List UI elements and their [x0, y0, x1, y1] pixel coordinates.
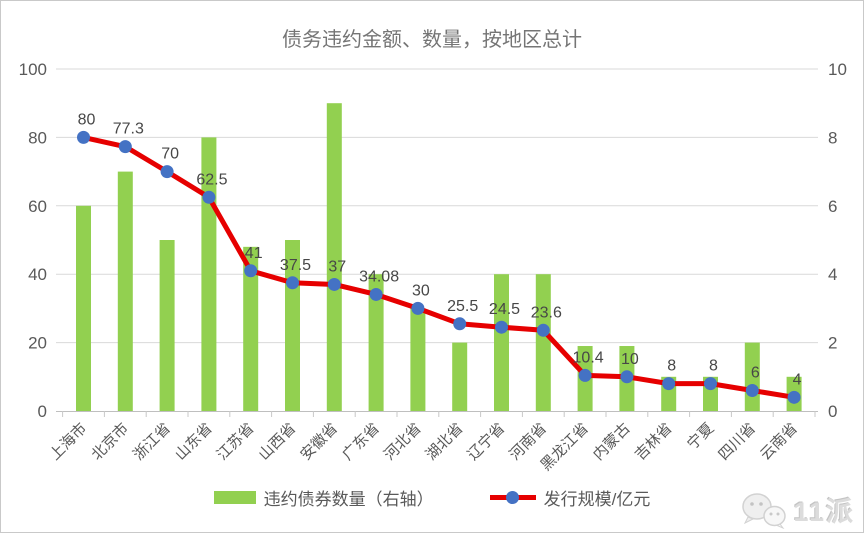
data-point-marker — [578, 368, 592, 382]
y-axis-tick-label-left: 60 — [28, 197, 47, 216]
data-point-marker — [453, 317, 467, 331]
x-axis-category-label: 安徽省 — [297, 420, 341, 464]
data-point-marker — [787, 390, 801, 404]
bar — [494, 274, 509, 411]
y-axis-tick-label-right: 2 — [828, 334, 837, 353]
bar-series-swatch-icon — [213, 491, 256, 504]
data-point-label: 25.5 — [447, 298, 478, 315]
legend-item-line-series: 发行规模/亿元 — [489, 485, 651, 510]
x-axis-category-label: 湖北省 — [423, 420, 467, 464]
bar — [76, 205, 91, 411]
data-point-label: 62.5 — [196, 171, 227, 188]
line-series-swatch-icon — [489, 491, 536, 505]
data-point-label: 30 — [412, 282, 430, 299]
data-point-marker — [495, 320, 508, 334]
x-axis-category-label: 内蒙古 — [590, 420, 634, 464]
y-axis-tick-label-left: 80 — [28, 128, 47, 147]
x-axis-category-label: 广东省 — [339, 420, 383, 464]
data-point-label: 41 — [245, 245, 263, 262]
x-axis-category-label: 山东省 — [172, 420, 216, 464]
issuance-line — [81, 134, 797, 400]
x-axis-category-label: 河北省 — [381, 420, 425, 464]
x-axis-category-label: 吉林省 — [632, 420, 676, 464]
y-axis-tick-label-right: 8 — [828, 128, 837, 147]
data-point-marker — [327, 277, 341, 291]
y-axis-tick-label-left: 100 — [19, 60, 47, 79]
chart-legend: 违约债券数量（右轴） 发行规模/亿元 — [1, 485, 863, 510]
y-axis-tick-label-right: 0 — [828, 402, 837, 421]
x-axis-category-label: 北京市 — [88, 420, 132, 464]
legend-item-bar-series: 违约债券数量（右轴） — [213, 485, 434, 510]
data-point-marker — [286, 276, 299, 290]
y-axis-tick-label-right: 10 — [828, 60, 847, 79]
data-point-marker — [202, 190, 216, 204]
chart-title: 债务违约金额、数量，按地区总计 — [282, 29, 582, 51]
data-point-label: 10.4 — [573, 349, 604, 366]
legend-label-bar-series: 违约债券数量（右轴） — [263, 490, 434, 509]
data-point-label: 23.6 — [531, 304, 562, 321]
data-point-marker — [160, 165, 174, 179]
bar — [117, 171, 133, 411]
bar — [452, 342, 468, 411]
y-axis-tick-label-right: 4 — [828, 265, 837, 284]
x-axis-category-label: 上海市 — [46, 420, 90, 464]
data-point-label: 80 — [78, 111, 96, 128]
bar — [535, 274, 551, 411]
watermark-text: 11派 — [793, 497, 855, 527]
bar — [368, 274, 384, 411]
x-axis-category-label: 浙江省 — [130, 420, 174, 464]
data-point-marker — [536, 323, 550, 337]
data-point-label: 8 — [709, 358, 718, 375]
x-axis-category-label: 山西省 — [255, 420, 299, 464]
data-point-marker — [662, 377, 676, 391]
data-point-marker — [369, 287, 383, 301]
bar — [243, 246, 259, 411]
data-point-marker — [118, 140, 132, 154]
data-point-label: 24.5 — [489, 301, 520, 318]
x-axis-category-label: 辽宁省 — [464, 420, 508, 464]
y-axis-tick-label-left: 40 — [28, 265, 47, 284]
x-axis-category-label: 宁夏 — [684, 420, 717, 453]
x-axis-category-label: 江苏省 — [214, 420, 258, 464]
data-point-marker — [620, 370, 634, 384]
data-point-label: 10 — [621, 351, 639, 368]
data-point-label: 6 — [751, 364, 760, 381]
x-axis-category-label: 云南省 — [757, 420, 801, 464]
data-point-marker — [244, 264, 258, 278]
data-point-label: 37.5 — [280, 257, 311, 274]
y-axis-tick-label-left: 20 — [28, 334, 47, 353]
data-point-label: 34.08 — [359, 268, 399, 285]
data-point-label: 4 — [793, 371, 802, 388]
bar — [159, 240, 175, 411]
bar — [410, 308, 426, 411]
data-point-label: 77.3 — [113, 121, 144, 138]
data-point-label: 37 — [328, 258, 346, 275]
line-swatch-marker-icon — [506, 491, 520, 504]
x-axis-category-label: 四川省 — [715, 420, 759, 464]
data-point-marker — [745, 383, 759, 397]
data-point-marker — [411, 301, 425, 315]
data-point-marker — [77, 130, 90, 144]
bar — [326, 103, 342, 411]
data-point-marker — [704, 377, 717, 391]
data-point-label: 70 — [161, 146, 179, 163]
data-point-label: 8 — [667, 358, 676, 375]
legend-label-line-series: 发行规模/亿元 — [543, 490, 651, 509]
y-axis-tick-label-right: 6 — [828, 197, 837, 216]
y-axis-tick-label-left: 0 — [38, 402, 47, 421]
wechat-bubbles-icon — [742, 492, 787, 529]
watermark: 11派 — [736, 490, 855, 529]
